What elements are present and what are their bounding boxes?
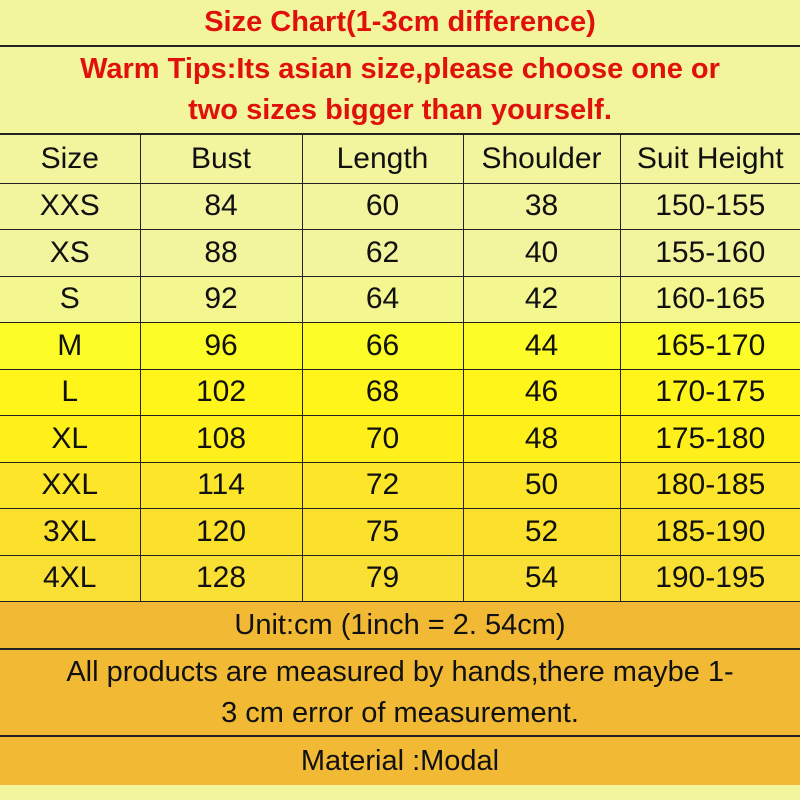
table-cell: 190-195 [619, 555, 800, 602]
table-row: M 96 66 44 165-170 [0, 322, 800, 370]
table-cell: 38 [462, 183, 621, 230]
table-cell: 4XL [0, 555, 141, 602]
size-table: Size Bust Length Shoulder Suit Height XXS 84 60… [0, 135, 800, 602]
column-header: Shoulder [462, 135, 621, 184]
table-cell: 88 [139, 229, 303, 277]
table-cell: 165-170 [619, 322, 800, 370]
table-cell: 42 [462, 276, 621, 323]
measurement-note: All products are measured by hands,there… [0, 650, 800, 737]
table-cell: 72 [301, 462, 464, 509]
table-cell: 52 [462, 508, 621, 556]
table-row: XXL 114 72 50 180-185 [0, 462, 800, 509]
table-cell: 84 [139, 183, 303, 230]
warm-tips: Warm Tips:Its asian size,please choose o… [0, 47, 800, 135]
table-cell: 114 [139, 462, 303, 509]
table-cell: 60 [301, 183, 464, 230]
table-row: XXS 84 60 38 150-155 [0, 183, 800, 230]
table-cell: S [0, 276, 141, 323]
table-cell: 40 [462, 229, 621, 277]
warm-tips-line1: Warm Tips:Its asian size,please choose o… [80, 53, 720, 85]
table-row: S 92 64 42 160-165 [0, 276, 800, 323]
table-cell: 54 [462, 555, 621, 602]
table-cell: 66 [301, 322, 464, 370]
table-cell: XL [0, 415, 141, 463]
table-cell: 44 [462, 322, 621, 370]
table-cell: 64 [301, 276, 464, 323]
column-header: Length [301, 135, 464, 184]
table-cell: 120 [139, 508, 303, 556]
table-cell: 48 [462, 415, 621, 463]
table-cell: 180-185 [619, 462, 800, 509]
column-header: Suit Height [619, 135, 800, 184]
table-row: XL 108 70 48 175-180 [0, 415, 800, 463]
header-row: Size Bust Length Shoulder Suit Height [0, 135, 800, 184]
table-row: 3XL 120 75 52 185-190 [0, 508, 800, 556]
table-cell: 70 [301, 415, 464, 463]
table-cell: 155-160 [619, 229, 800, 277]
table-cell: M [0, 322, 141, 370]
table-cell: 160-165 [619, 276, 800, 323]
table-cell: 175-180 [619, 415, 800, 463]
column-header: Bust [139, 135, 303, 184]
table-cell: 92 [139, 276, 303, 323]
material-note: Material :Modal [0, 737, 800, 785]
table-cell: XS [0, 229, 141, 277]
table-cell: 108 [139, 415, 303, 463]
table-row: 4XL 128 79 54 190-195 [0, 555, 800, 602]
table-cell: 150-155 [619, 183, 800, 230]
table-cell: 3XL [0, 508, 141, 556]
table-cell: XXL [0, 462, 141, 509]
column-header: Size [0, 135, 141, 184]
table-cell: 170-175 [619, 369, 800, 416]
table-row: L 102 68 46 170-175 [0, 369, 800, 416]
measurement-note-line1: All products are measured by hands,there… [66, 655, 734, 688]
table-cell: 96 [139, 322, 303, 370]
chart-title: Size Chart(1-3cm difference) [0, 0, 800, 47]
table-row: XS 88 62 40 155-160 [0, 229, 800, 277]
table-cell: 185-190 [619, 508, 800, 556]
table-cell: 79 [301, 555, 464, 602]
table-cell: 50 [462, 462, 621, 509]
warm-tips-line2: two sizes bigger than yourself. [188, 94, 612, 126]
table-cell: 128 [139, 555, 303, 602]
measurement-note-line2: 3 cm error of measurement. [221, 696, 579, 729]
table-cell: 68 [301, 369, 464, 416]
table-cell: L [0, 369, 141, 416]
table-cell: 75 [301, 508, 464, 556]
unit-note: Unit:cm (1inch = 2. 54cm) [0, 602, 800, 650]
table-cell: 102 [139, 369, 303, 416]
table-cell: XXS [0, 183, 141, 230]
table-cell: 62 [301, 229, 464, 277]
table-cell: 46 [462, 369, 621, 416]
